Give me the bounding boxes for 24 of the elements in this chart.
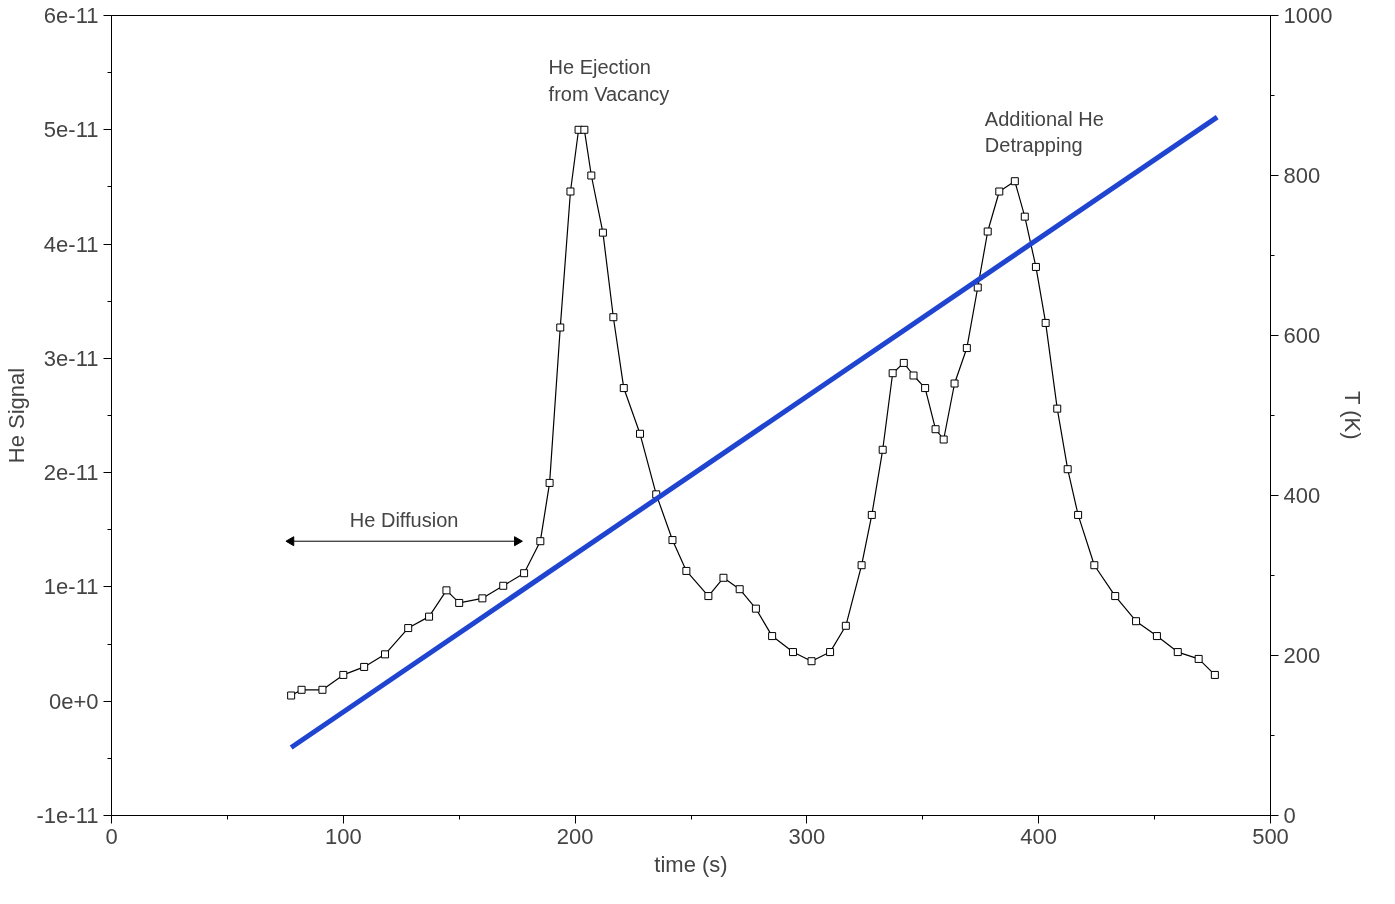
annotation: Additional He Detrapping bbox=[984, 107, 1104, 157]
x-tick-label: 300 bbox=[788, 823, 826, 849]
x-tick-label: 200 bbox=[556, 823, 594, 849]
series-label: He Diffusion bbox=[349, 509, 459, 532]
x-tick-label: 100 bbox=[324, 823, 362, 849]
y2-tick-label: 400 bbox=[1283, 483, 1321, 508]
y-tick-label: -1e-11 bbox=[36, 803, 99, 828]
y-tick-label: 6e-11 bbox=[43, 3, 99, 28]
x-tick-label: 400 bbox=[1020, 823, 1058, 849]
y-axis-title: He Signal bbox=[3, 367, 29, 464]
y2-tick-label: 800 bbox=[1283, 163, 1321, 188]
y-tick-label: 1e-11 bbox=[43, 574, 99, 600]
y2-tick-label: 600 bbox=[1283, 323, 1321, 348]
y-tick-label: 2e-11 bbox=[43, 460, 99, 486]
y-tick-label: 0e+0 bbox=[48, 688, 99, 714]
x-axis-title: time (s) bbox=[654, 851, 728, 877]
y-tick-label: 5e-11 bbox=[43, 117, 99, 143]
y-tick-label: 4e-11 bbox=[43, 231, 99, 257]
y2-tick-label: 200 bbox=[1283, 643, 1321, 668]
y2-tick-label: 1000 bbox=[1283, 3, 1333, 28]
y-tick-label: 3e-11 bbox=[43, 345, 99, 371]
annotation: He Ejection from Vacancy bbox=[548, 56, 670, 105]
x-tick-label: 0 bbox=[105, 823, 118, 849]
y2-axis-title: T (K) bbox=[1340, 391, 1366, 440]
